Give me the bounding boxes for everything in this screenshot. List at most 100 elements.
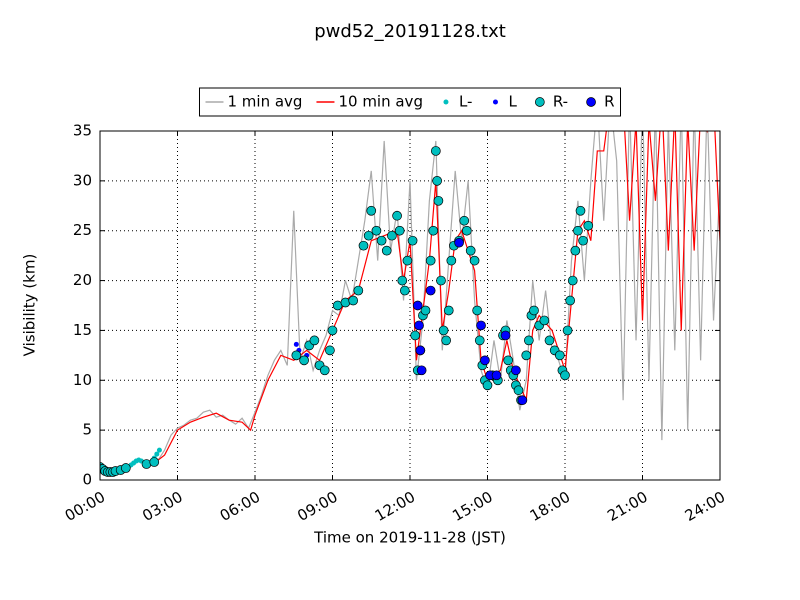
point	[441, 335, 452, 346]
point	[469, 255, 480, 266]
point	[299, 355, 309, 366]
point	[465, 245, 476, 256]
legend-item: R-	[534, 93, 568, 111]
legend-item: L-	[443, 93, 472, 111]
point	[562, 325, 573, 336]
point	[325, 345, 335, 356]
point	[425, 255, 436, 266]
point	[353, 285, 364, 296]
point	[567, 275, 578, 286]
point	[583, 220, 594, 231]
point	[399, 285, 410, 296]
point	[420, 305, 431, 316]
y-tick-label: 35	[73, 122, 92, 140]
y-tick-label: 20	[73, 271, 92, 289]
point	[120, 463, 131, 473]
point	[291, 350, 302, 361]
point	[523, 335, 534, 346]
point	[397, 275, 408, 286]
y-tick-label: 15	[73, 321, 92, 339]
y-tick-label: 25	[73, 221, 92, 239]
point	[438, 325, 449, 336]
legend-label: L	[508, 93, 517, 111]
point	[293, 341, 299, 347]
plot-area	[100, 131, 720, 477]
point	[513, 385, 524, 396]
legend-item: L	[492, 93, 517, 111]
y-tick-label: 30	[73, 171, 92, 189]
legend: 1 min avg 10 min avg L- L R- R	[198, 87, 622, 117]
point	[156, 447, 162, 453]
legend-label: 10 min avg	[338, 93, 423, 111]
point	[503, 355, 514, 366]
chart-title: pwd52_20191128.txt	[314, 21, 506, 42]
legend-swatch	[534, 97, 545, 107]
point	[500, 330, 511, 341]
point	[446, 255, 457, 266]
point	[472, 305, 483, 316]
point	[363, 230, 374, 241]
legend-item: R	[586, 93, 615, 111]
x-axis-label: Time on 2019-11-28 (JST)	[313, 529, 506, 547]
point	[432, 176, 442, 186]
point	[544, 335, 555, 346]
point	[554, 350, 565, 361]
point	[461, 225, 472, 236]
point	[381, 245, 392, 256]
point	[416, 365, 427, 376]
point	[436, 275, 446, 286]
point	[476, 320, 486, 331]
series-line	[151, 131, 720, 465]
point	[387, 230, 397, 241]
legend-item: 1 min avg	[205, 93, 302, 111]
point	[348, 295, 359, 306]
point	[578, 235, 588, 246]
point	[529, 305, 539, 316]
point	[414, 320, 424, 331]
point	[428, 225, 439, 236]
y-tick-label: 5	[82, 421, 92, 439]
point	[443, 305, 454, 316]
y-tick-label: 10	[73, 371, 92, 389]
legend-label: R	[604, 93, 614, 111]
point	[575, 205, 586, 216]
y-tick-label: 0	[82, 471, 92, 489]
point	[539, 315, 550, 326]
point	[412, 300, 423, 311]
point	[511, 365, 521, 376]
point	[149, 457, 160, 467]
point	[319, 365, 330, 376]
point	[366, 205, 377, 216]
legend-label: L-	[459, 93, 473, 111]
legend-box	[198, 87, 622, 117]
point	[454, 237, 464, 248]
point	[425, 285, 436, 296]
point	[154, 451, 160, 457]
point	[394, 225, 405, 236]
legend-swatch	[492, 99, 498, 105]
legend-label: R-	[553, 93, 568, 111]
point	[517, 395, 528, 406]
legend-item: 10 min avg	[316, 93, 423, 111]
point	[491, 370, 502, 381]
point	[521, 350, 532, 361]
legend-swatch	[443, 99, 449, 105]
point	[474, 335, 485, 346]
y-axis-label: Visibility (km)	[21, 254, 39, 357]
point	[560, 370, 570, 381]
point	[570, 245, 581, 256]
point	[376, 235, 387, 246]
legend-label: 1 min avg	[227, 93, 302, 111]
point	[430, 146, 441, 156]
point	[573, 225, 583, 236]
point	[415, 345, 426, 356]
point	[433, 195, 444, 206]
point	[482, 380, 493, 391]
point	[392, 210, 402, 221]
point	[480, 355, 490, 366]
point	[327, 325, 338, 336]
point	[410, 330, 421, 341]
legend-swatch	[586, 97, 596, 107]
point	[358, 240, 369, 251]
